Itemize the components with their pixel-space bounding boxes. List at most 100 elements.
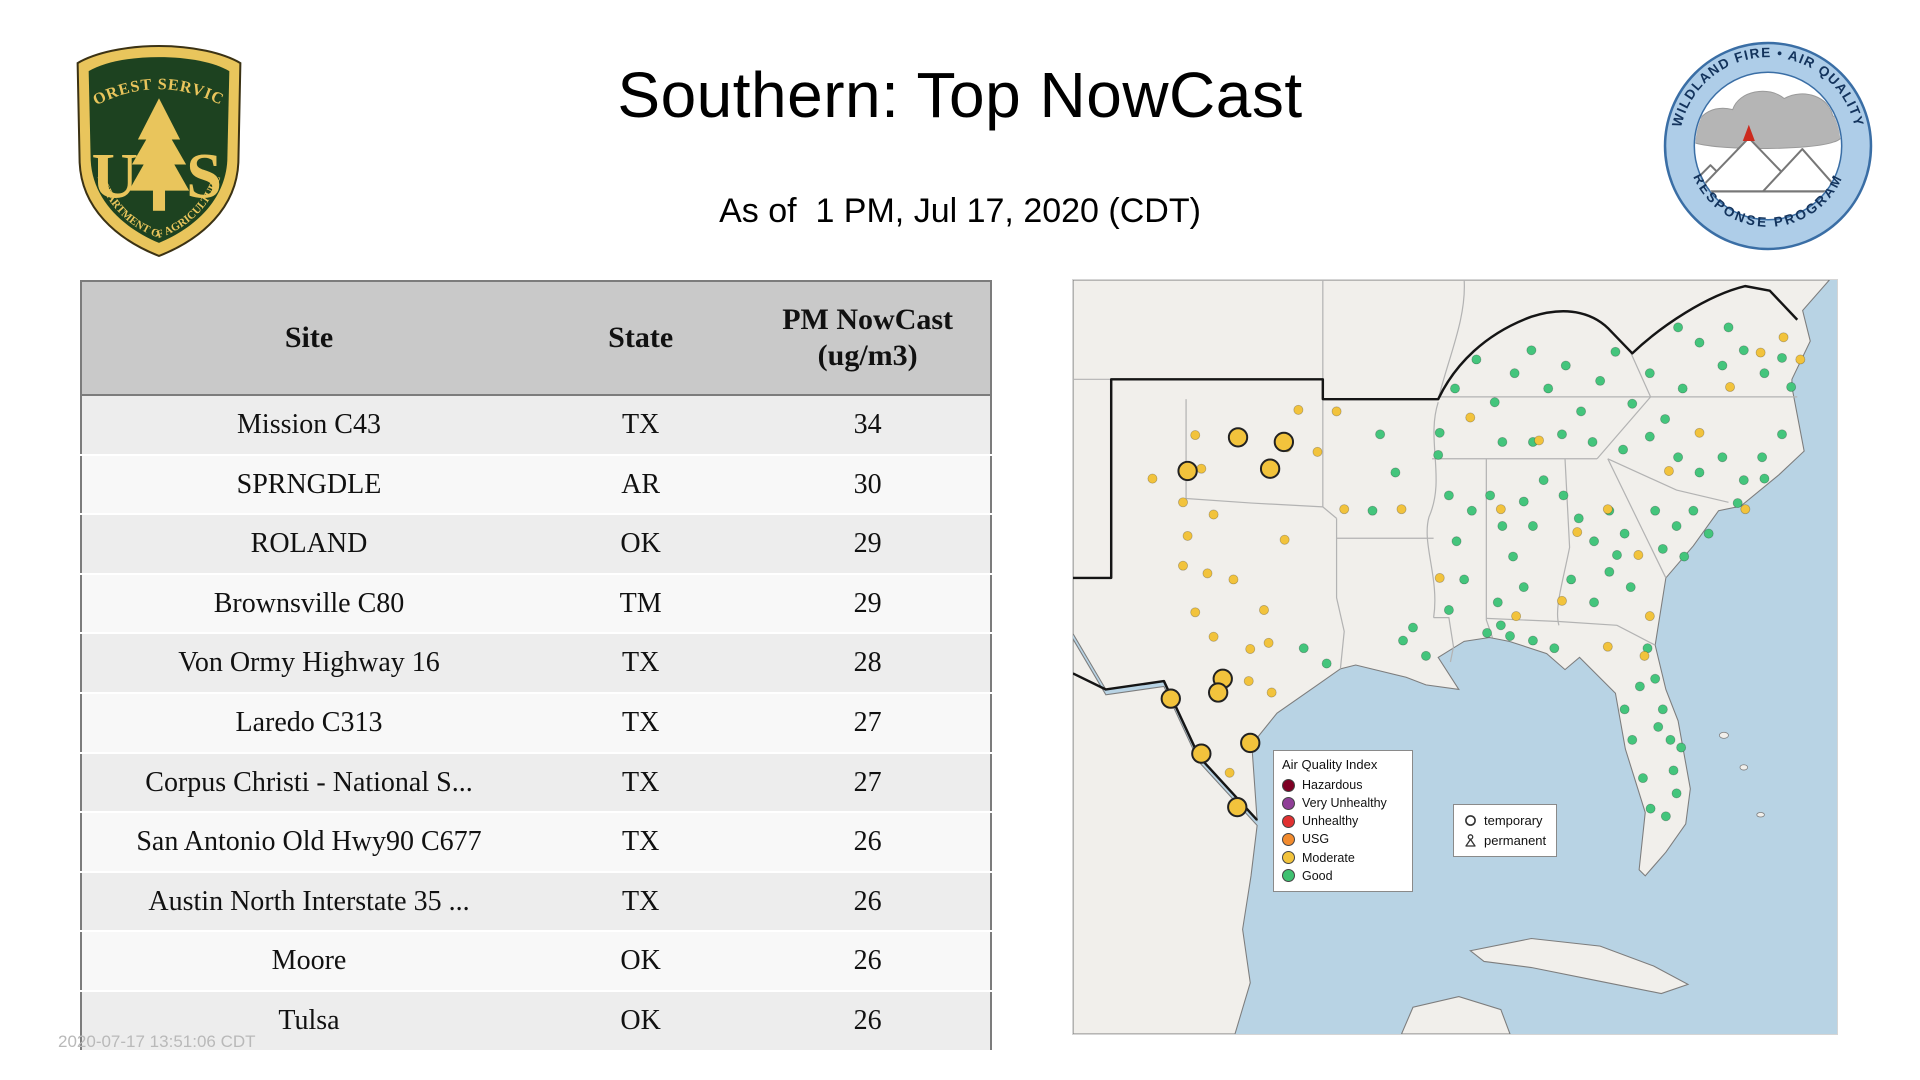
state-cell: TX	[536, 633, 746, 694]
monitor-dot-moderate	[1312, 446, 1323, 457]
monitor-dot-good	[1321, 658, 1332, 669]
site-cell: Moore	[81, 931, 536, 992]
monitor-dot-moderate	[1178, 497, 1188, 508]
monitor-dot-good	[1558, 490, 1569, 501]
monitor-dot-good	[1538, 475, 1549, 486]
aqi-legend-label: Good	[1302, 868, 1333, 883]
monitor-dot-good	[1694, 467, 1705, 478]
monitor-dot-good	[1408, 622, 1418, 633]
monitor-dot-good	[1450, 383, 1460, 394]
monitor-dot-moderate	[1778, 332, 1789, 343]
monitor-dot-moderate	[1293, 404, 1304, 415]
pm-nowcast-cell: 27	[745, 692, 991, 754]
site-cell: ROLAND	[81, 514, 536, 575]
state-cell: TX	[536, 812, 746, 873]
aqi-color-swatch	[1282, 796, 1295, 810]
site-cell: SPRNGDLE	[81, 454, 536, 516]
state-cell: TM	[536, 573, 746, 635]
monitor-dot-good	[1619, 528, 1630, 539]
monitor-dot-good	[1482, 627, 1493, 638]
monitor-dot-good	[1757, 452, 1768, 463]
state-cell: TX	[536, 692, 746, 754]
southeast-us-map	[1073, 280, 1837, 1034]
monitor-dot-good	[1677, 383, 1688, 394]
monitor-dot-good	[1560, 360, 1571, 371]
monitor-dot-good	[1668, 765, 1679, 776]
aqi-color-swatch	[1282, 869, 1295, 883]
monitor-dot-good	[1518, 582, 1529, 593]
monitor-dot-good	[1434, 427, 1445, 438]
monitor-dot-good	[1627, 398, 1638, 409]
table-row: Moore OK 26	[81, 931, 991, 992]
monitor-dot-moderate	[1208, 631, 1219, 642]
monitor-dot-good	[1673, 322, 1684, 333]
monitor-dot-moderate	[1147, 473, 1158, 484]
monitor-dot-good	[1587, 436, 1598, 447]
monitor-dot-good	[1657, 543, 1668, 554]
pm-nowcast-header-text: PM NowCast (ug/m3)	[782, 303, 954, 372]
monitor-dot-good	[1485, 490, 1496, 501]
state-cell: TX	[536, 395, 746, 456]
monitor-dot-moderate	[1331, 406, 1342, 417]
usfs-letter-u: U	[92, 141, 138, 212]
monitor-dot-good	[1665, 734, 1676, 745]
table-row: Austin North Interstate 35 ... TX 26	[81, 871, 991, 933]
generation-timestamp: 2020-07-17 13:51:06 CDT	[58, 1032, 256, 1051]
page-title: Southern: Top NowCast	[617, 59, 1303, 131]
monitor-dot-temporary-moderate	[1191, 743, 1212, 764]
aqi-legend-label: Hazardous	[1302, 778, 1363, 792]
cuba-shape	[1469, 937, 1690, 995]
monitor-dot-moderate	[1224, 767, 1235, 778]
monitor-dot-good	[1657, 704, 1668, 715]
pm-nowcast-cell: 29	[745, 514, 991, 575]
monitor-dot-moderate	[1511, 611, 1522, 622]
monitor-dot-moderate	[1259, 605, 1269, 615]
monitor-dot-good	[1732, 498, 1743, 509]
table-row: ROLAND OK 29	[81, 514, 991, 575]
monitor-dot-good	[1671, 788, 1682, 799]
table-row: San Antonio Old Hwy90 C677 TX 26	[81, 812, 991, 873]
table-row: Laredo C313 TX 27	[81, 692, 991, 754]
temporary-marker-icon	[1465, 815, 1476, 827]
monitor-dot-good	[1625, 582, 1636, 593]
table-row: Corpus Christi - National S... TX 27	[81, 752, 991, 814]
monitor-dot-good	[1644, 368, 1655, 379]
nowcast-table-body: Mission C43 TX 34 SPRNGDLE AR 30 ROLAND OK 29 Bro…	[81, 395, 991, 1052]
monitor-dot-good	[1679, 551, 1690, 562]
monitor-dot-moderate	[1725, 381, 1736, 392]
monitor-dot-moderate	[1602, 641, 1613, 652]
state-cell: OK	[536, 514, 746, 575]
monitor-dot-good	[1527, 635, 1538, 646]
state-cell: TX	[536, 752, 746, 814]
monitor-dot-moderate	[1755, 347, 1766, 358]
aqi-legend-items: Hazardous Very Unhealthy Unhealthy USG Moder…	[1282, 776, 1404, 885]
monitor-dot-good	[1543, 383, 1554, 394]
temporary-label: temporary	[1484, 813, 1543, 828]
site-cell: Brownsville C80	[81, 573, 536, 635]
state-cell: OK	[536, 931, 746, 992]
aqi-legend: Air Quality Index Hazardous Very Unhealth…	[1273, 750, 1413, 892]
pm-nowcast-cell: 26	[745, 812, 991, 873]
mexico-shape	[1073, 637, 1258, 1034]
monitor-dot-good	[1576, 406, 1587, 417]
mountains-icon	[1695, 136, 1841, 193]
monitor-dot-good	[1526, 345, 1537, 356]
pm-nowcast-cell: 26	[745, 871, 991, 933]
monitor-dot-moderate	[1663, 466, 1674, 476]
aqi-legend-item: Very Unhealthy	[1282, 794, 1404, 812]
monitor-dot-moderate	[1396, 504, 1407, 515]
monitor-dot-good	[1650, 673, 1661, 684]
nowcast-table: Site State PM NowCast (ug/m3) Mission C4…	[80, 280, 992, 1052]
monitor-dots	[1147, 322, 1806, 822]
monitor-dot-good	[1421, 650, 1431, 661]
monitor-dot-good	[1777, 429, 1787, 440]
monitor-dot-moderate	[1740, 504, 1751, 515]
monitor-dot-good	[1723, 322, 1734, 333]
aqi-color-swatch	[1282, 832, 1295, 846]
wfaqrp-logo: WILDLAND FIRE • AIR QUALITY RESPONSE PRO…	[1662, 40, 1874, 252]
land-shape	[1073, 280, 1831, 877]
pm-nowcast-cell: 34	[745, 395, 991, 456]
map-region: Air Quality Index Hazardous Very Unhealth…	[1072, 279, 1838, 1035]
monitor-dot-good	[1367, 505, 1378, 516]
monitor-dot-good	[1627, 734, 1638, 745]
